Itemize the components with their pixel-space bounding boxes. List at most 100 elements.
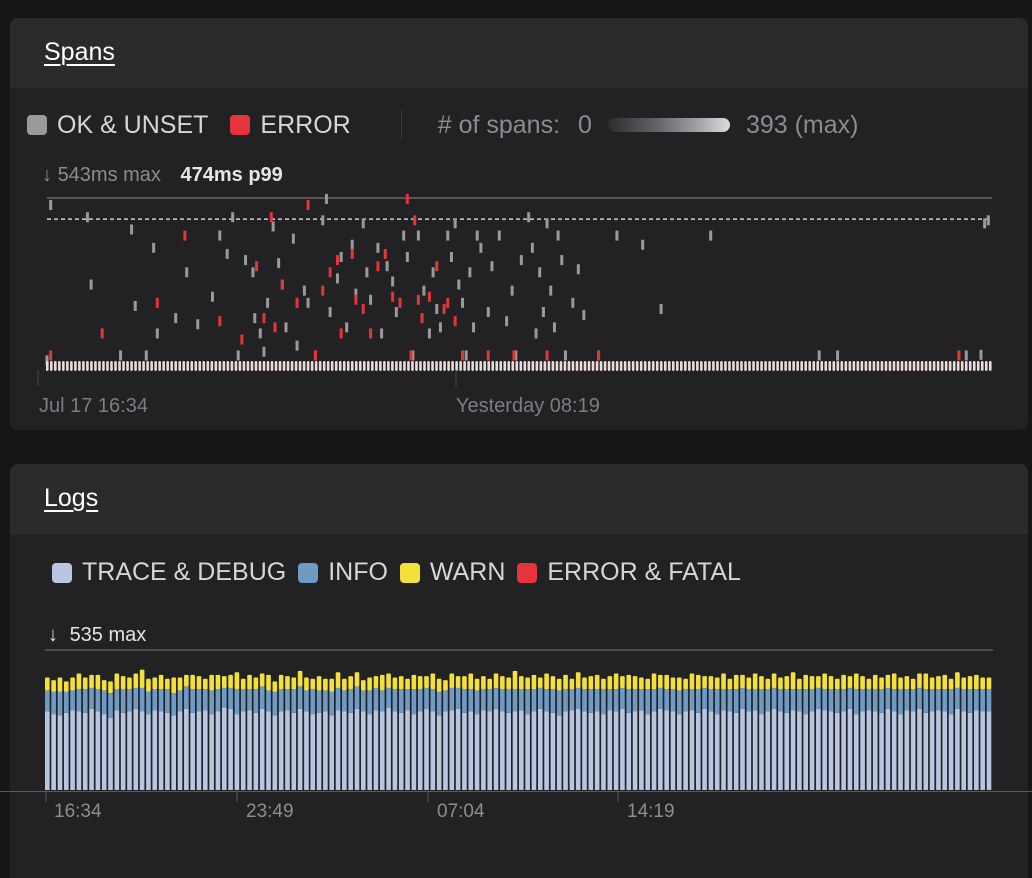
log-bar-trace-debug <box>323 711 328 790</box>
span-bucket-marker <box>447 361 450 371</box>
span-bucket-marker <box>310 361 314 371</box>
span-bucket-marker <box>611 361 615 371</box>
log-bar-info <box>196 689 202 712</box>
log-bar-info <box>417 689 423 712</box>
logs-x-tick-1: 23:49 <box>246 801 294 822</box>
span-bucket-marker <box>968 361 972 371</box>
log-bar-trace-debug <box>184 708 189 790</box>
span-bucket-marker <box>102 361 105 371</box>
legend-item-ok-unset[interactable]: OK & UNSET <box>27 111 208 140</box>
span-bucket-marker <box>226 361 230 371</box>
log-bar-trace-debug <box>158 711 164 790</box>
log-bar-info <box>708 689 714 712</box>
span-bucket-marker <box>776 361 779 371</box>
log-bar-trace-debug <box>506 712 511 790</box>
log-bar-info <box>639 689 644 711</box>
span-bucket-marker <box>170 361 173 371</box>
span-bucket-marker <box>916 361 920 371</box>
span-bucket-marker <box>230 361 234 371</box>
span-bucket-marker <box>66 361 69 371</box>
span-bucket-marker <box>567 361 571 371</box>
log-bar-info <box>790 689 796 711</box>
log-bar-trace-debug <box>228 708 233 790</box>
span-point-ok <box>549 285 553 296</box>
log-bar-trace-debug <box>803 714 809 790</box>
logs-title[interactable]: Logs <box>44 484 99 512</box>
spans-title[interactable]: Spans <box>44 38 115 66</box>
logs-panel: Logs TRACE & DEBUG INFO WARN ERROR & FAT… <box>10 464 1028 878</box>
span-bucket-marker <box>162 361 165 371</box>
span-point-ok <box>534 328 538 339</box>
legend-item-error-fatal[interactable]: ERROR & FATAL <box>517 558 741 587</box>
span-bucket-marker <box>659 361 663 371</box>
log-bar-info <box>386 687 391 708</box>
log-bar-warn <box>297 670 303 687</box>
log-bar-warn <box>234 672 240 690</box>
span-point-ok <box>231 212 235 223</box>
log-bar-warn <box>948 678 954 690</box>
log-bar-trace-debug <box>910 711 916 790</box>
log-bar-trace-debug <box>936 710 941 790</box>
span-point-ok <box>89 279 93 290</box>
logs-stacked-bar-chart[interactable] <box>10 464 1028 878</box>
log-bar-warn <box>797 678 802 690</box>
logs-max-line: ↓ 535 max <box>48 624 146 647</box>
log-bar-trace-debug <box>462 712 467 790</box>
log-bar-warn <box>424 676 429 688</box>
legend-item-info[interactable]: INFO <box>298 558 388 587</box>
log-bar-trace-debug <box>575 708 581 790</box>
span-point-ok <box>225 248 229 259</box>
legend-label-info: INFO <box>328 558 388 586</box>
log-bar-trace-debug <box>82 712 88 790</box>
log-bar-info <box>613 689 619 712</box>
span-bucket-marker <box>768 361 771 371</box>
log-bar-info <box>721 689 726 711</box>
span-bucket-marker <box>559 361 563 371</box>
log-bar-trace-debug <box>778 711 783 790</box>
log-bar-trace-debug <box>733 712 739 790</box>
log-bar-trace-debug <box>929 711 935 790</box>
span-point-ok <box>582 310 586 321</box>
log-bar-trace-debug <box>771 708 777 790</box>
log-bar-trace-debug <box>272 715 278 790</box>
spans-scatter-chart[interactable] <box>10 18 1028 430</box>
span-bucket-marker <box>591 361 595 371</box>
span-point-ok <box>545 218 549 229</box>
span-bucket-marker <box>940 361 944 371</box>
span-bucket-marker <box>583 361 587 371</box>
legend-item-warn[interactable]: WARN <box>399 558 505 587</box>
log-bar-trace-debug <box>443 711 448 790</box>
span-bucket-marker <box>539 361 543 371</box>
span-point-ok <box>475 230 479 241</box>
log-bar-warn <box>569 678 575 690</box>
log-bar-trace-debug <box>917 708 922 790</box>
span-point-ok <box>405 252 409 263</box>
span-bucket-marker <box>234 361 238 371</box>
log-bar-trace-debug <box>247 710 252 790</box>
log-bar-info <box>215 689 221 712</box>
log-bar-warn <box>114 673 120 690</box>
log-bar-info <box>917 687 922 709</box>
log-bar-info <box>588 689 594 713</box>
log-bar-trace-debug <box>512 711 518 790</box>
log-bar-info <box>860 689 865 712</box>
log-bar-trace-debug <box>203 710 208 790</box>
span-point-error <box>512 350 516 361</box>
legend-item-trace-debug[interactable]: TRACE & DEBUG <box>52 558 286 587</box>
span-bucket-marker <box>194 361 198 371</box>
span-point-ok <box>979 349 983 360</box>
span-bucket-marker <box>908 361 912 371</box>
span-point-error <box>427 291 431 302</box>
log-bar-trace-debug <box>392 711 398 790</box>
legend-item-error[interactable]: ERROR <box>230 111 351 140</box>
span-point-ok <box>576 264 580 275</box>
span-bucket-marker <box>435 361 438 371</box>
span-point-ok <box>253 313 257 324</box>
span-bucket-marker <box>298 361 302 371</box>
log-bar-trace-debug <box>556 715 562 790</box>
span-bucket-marker <box>800 361 803 371</box>
span-point-ok <box>986 215 990 226</box>
log-bar-warn <box>582 677 587 690</box>
span-point-error <box>446 297 450 308</box>
log-bar-info <box>493 687 499 709</box>
